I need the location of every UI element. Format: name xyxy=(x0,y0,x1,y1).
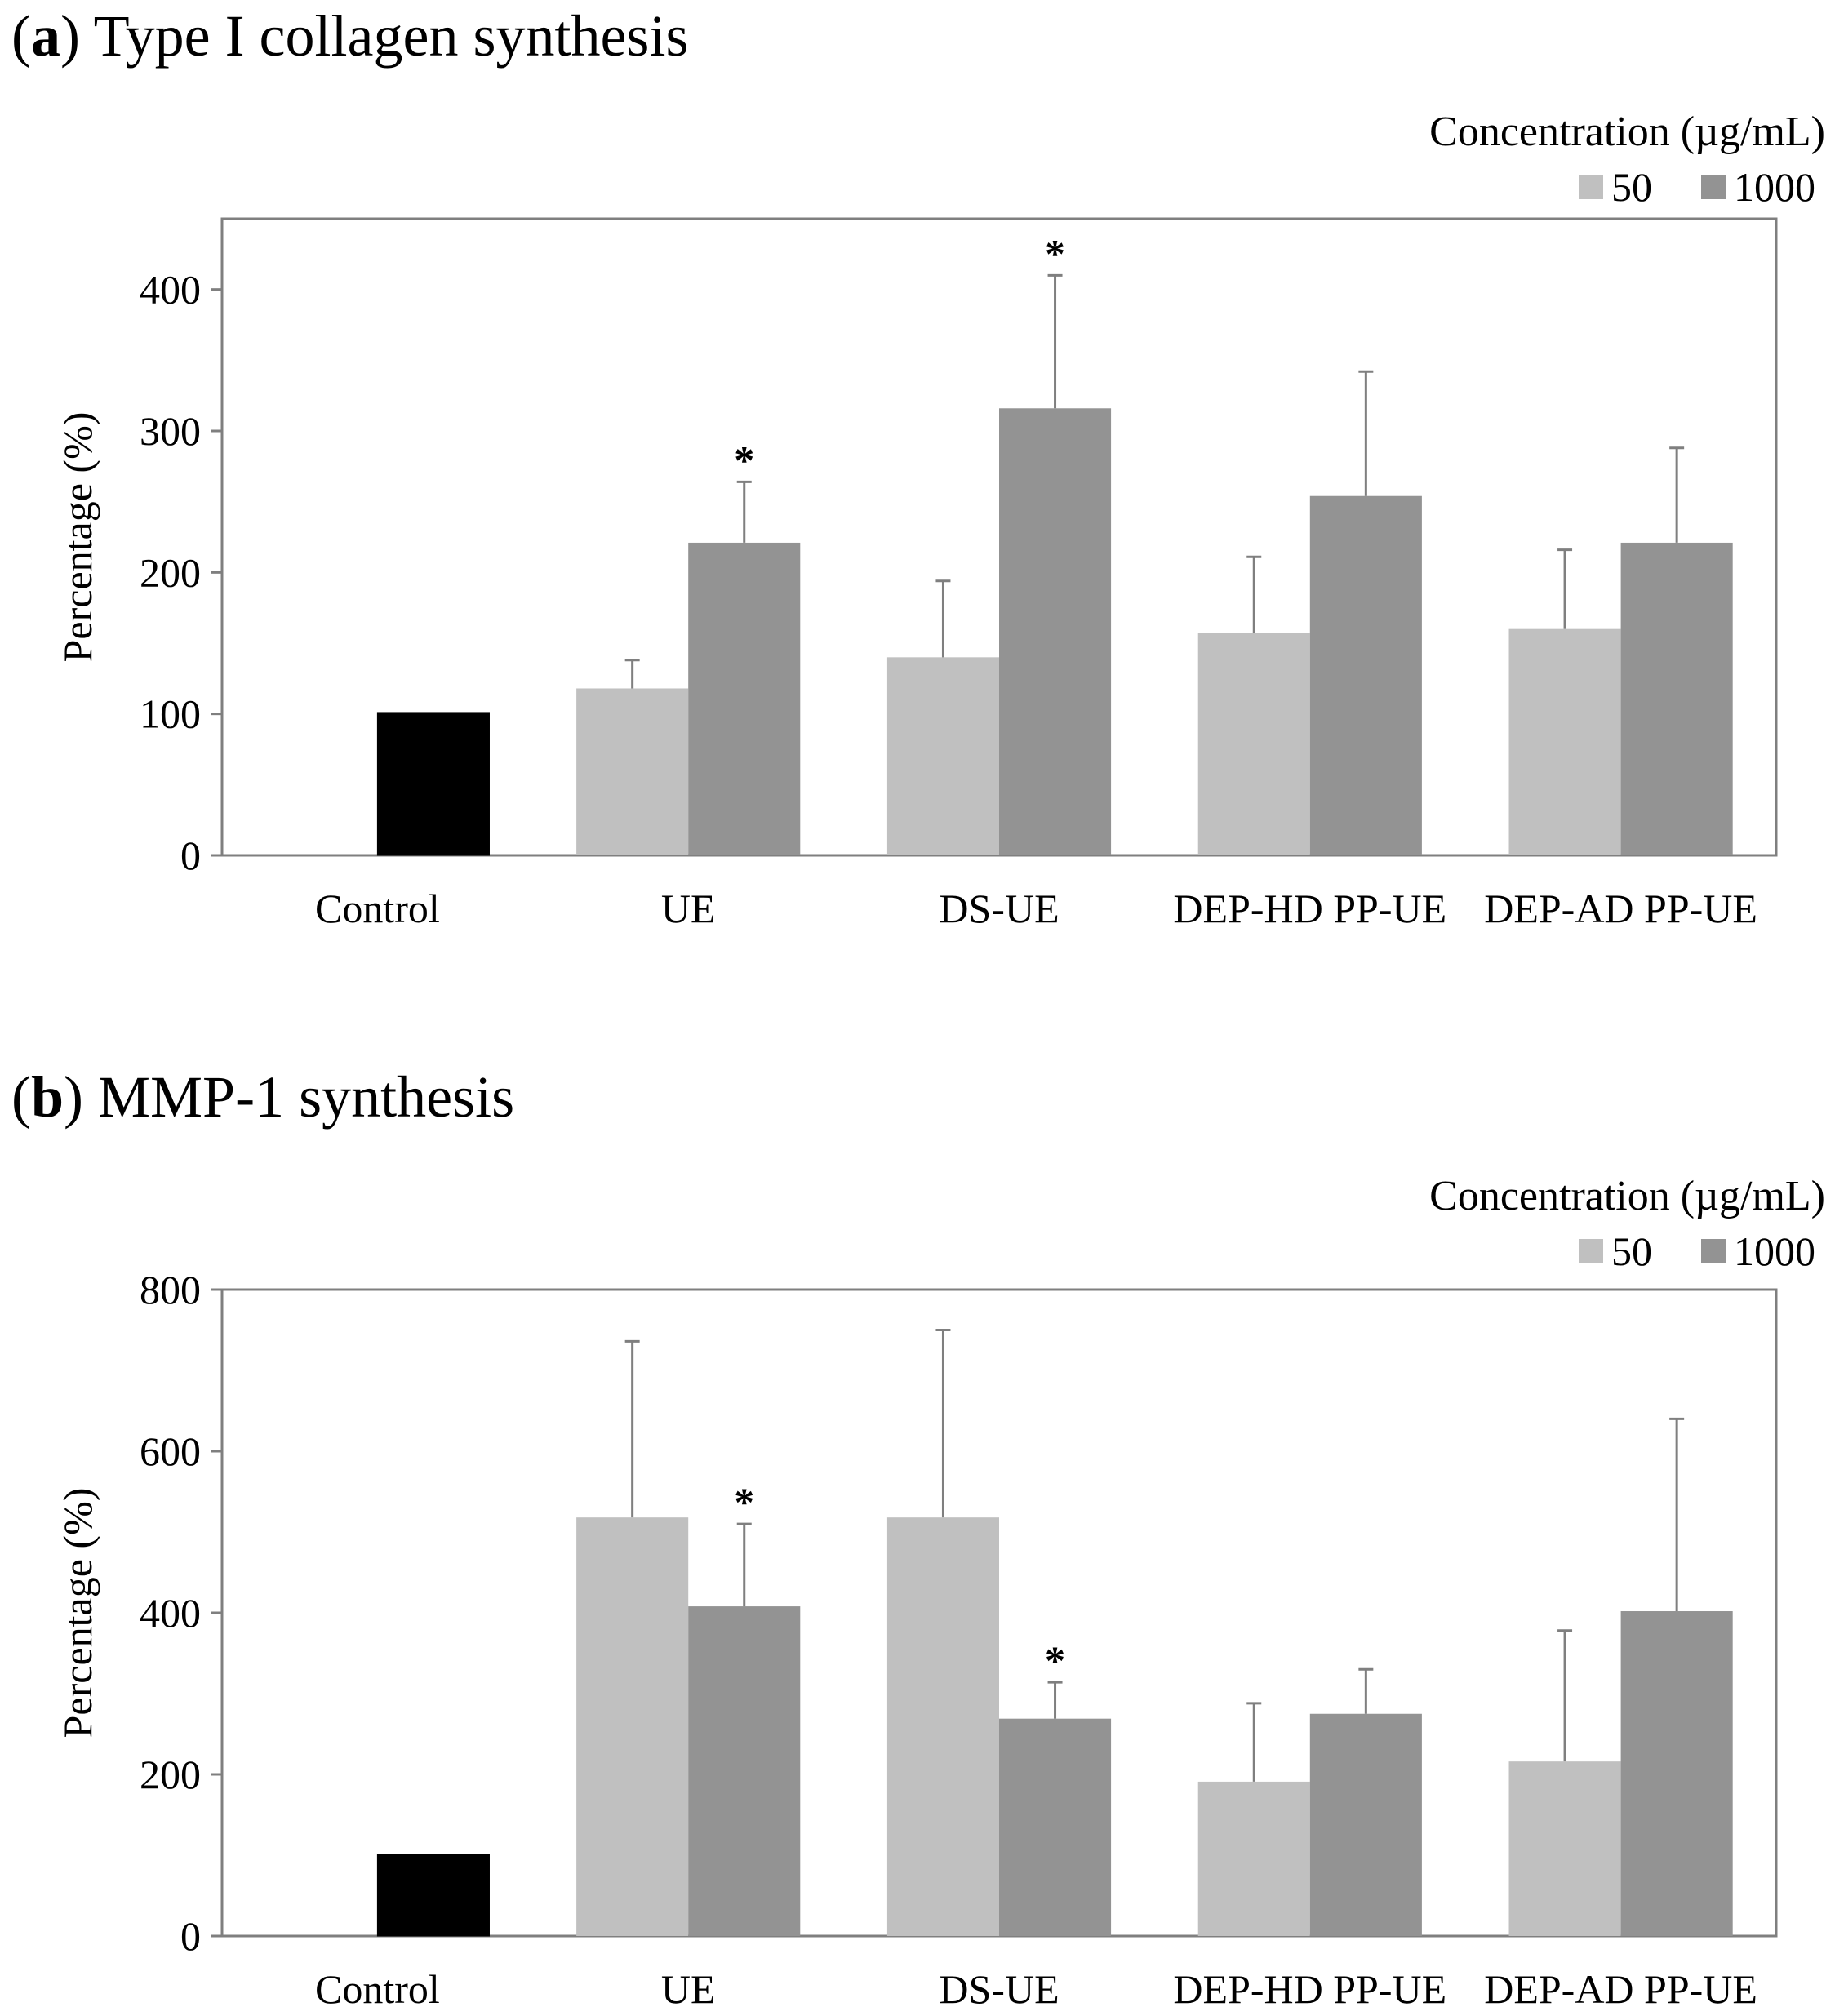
significance-marker: * xyxy=(1045,1637,1065,1683)
x-tick-label-ds-ue: DS-UE xyxy=(939,1966,1059,2012)
bar-dep-ad-pp-ue-1000 xyxy=(1620,542,1733,855)
panel-title-b: (b) MMP-1 synthesis xyxy=(11,1064,515,1130)
bar-ue-50 xyxy=(576,1517,689,1936)
legend-label-50: 50 xyxy=(1611,164,1652,210)
legend-swatch-50 xyxy=(1579,1239,1603,1263)
x-tick-label-control: Control xyxy=(315,1966,440,2012)
x-tick-label-control: Control xyxy=(315,886,440,931)
bar-chart-b: 0 200 400 600 800 Percentage (%) Control UE DS-U… xyxy=(55,1267,1778,2012)
x-tick-label-dep-hd-pp-ue: DEP-HD PP-UE xyxy=(1173,1966,1446,2012)
legend-item-50: 50 xyxy=(1579,1231,1652,1272)
y-tick-label: 800 xyxy=(140,1267,201,1312)
legend-item-1000: 1000 xyxy=(1701,1231,1815,1272)
bar-dep-ad-pp-ue-1000 xyxy=(1620,1611,1733,1936)
x-tick-label-dep-hd-pp-ue: DEP-HD PP-UE xyxy=(1173,886,1446,931)
bar-ds-ue-1000 xyxy=(999,1718,1112,1936)
legend-swatch-1000 xyxy=(1701,1239,1726,1263)
legend-item-50: 50 xyxy=(1579,167,1652,207)
significance-marker: * xyxy=(734,437,754,482)
legend-label-1000: 1000 xyxy=(1734,164,1815,210)
legend-title-b: Concentration (µg/mL) xyxy=(1429,1173,1825,1219)
bar-control xyxy=(376,712,490,856)
bar-chart-a: 0 100 200 300 400 Percentage (%) Control UE DS-U… xyxy=(55,217,1778,931)
legend-swatch-1000 xyxy=(1701,175,1726,199)
bar-ue-50 xyxy=(576,688,689,855)
x-tick-label-dep-ad-pp-ue: DEP-AD PP-UE xyxy=(1484,1966,1757,2012)
y-axis-label: Percentage (%) xyxy=(55,1488,100,1738)
legend-label-1000: 1000 xyxy=(1734,1228,1815,1274)
legend-a: 50 1000 xyxy=(1530,167,1815,207)
y-tick-label: 0 xyxy=(180,1913,201,1959)
x-tick-label-ue: UE xyxy=(661,1966,716,2012)
bar-dep-ad-pp-ue-50 xyxy=(1508,628,1621,855)
y-tick-label: 200 xyxy=(140,549,201,595)
bar-dep-hd-pp-ue-50 xyxy=(1197,1781,1310,1936)
y-axis-label: Percentage (%) xyxy=(55,412,100,663)
bar-dep-hd-pp-ue-50 xyxy=(1197,633,1310,855)
x-tick-label-ds-ue: DS-UE xyxy=(939,886,1059,931)
y-tick-label: 200 xyxy=(140,1752,201,1797)
x-tick-label-dep-ad-pp-ue: DEP-AD PP-UE xyxy=(1484,886,1757,931)
chart-panel-b: (b) MMP-1 synthesis Concentration (µg/mL… xyxy=(0,1061,1835,2016)
legend-b: 50 1000 xyxy=(1530,1231,1815,1272)
bar-dep-hd-pp-ue-1000 xyxy=(1309,1713,1422,1936)
bar-dep-ad-pp-ue-50 xyxy=(1508,1761,1621,1936)
bar-ds-ue-50 xyxy=(886,657,999,855)
chart-title-b: MMP-1 synthesis xyxy=(98,1064,515,1130)
panel-letter-b: b xyxy=(30,1064,64,1130)
chart-title-a: Type I collagen synthesis xyxy=(93,3,689,69)
bar-ue-1000 xyxy=(688,542,801,855)
bar-ue-1000 xyxy=(688,1606,801,1936)
y-tick-label: 400 xyxy=(140,1590,201,1636)
bar-ds-ue-1000 xyxy=(999,408,1112,855)
legend-title-a: Concentration (µg/mL) xyxy=(1429,109,1825,155)
bar-control xyxy=(376,1854,490,1937)
y-tick-label: 600 xyxy=(140,1428,201,1474)
y-tick-label: 100 xyxy=(140,691,201,737)
panel-title-a: (a) Type I collagen synthesis xyxy=(11,3,689,69)
bar-dep-hd-pp-ue-1000 xyxy=(1309,495,1422,855)
legend-swatch-50 xyxy=(1579,175,1603,199)
significance-marker: * xyxy=(1045,230,1065,276)
legend-label-50: 50 xyxy=(1611,1228,1652,1274)
y-tick-label: 300 xyxy=(140,408,201,454)
x-tick-label-ue: UE xyxy=(661,886,716,931)
y-tick-label: 0 xyxy=(180,833,201,878)
bar-ds-ue-50 xyxy=(886,1517,999,1936)
significance-marker: * xyxy=(734,1479,754,1525)
y-tick-label: 400 xyxy=(140,267,201,313)
panel-letter-a: a xyxy=(30,3,60,69)
chart-panel-a: (a) Type I collagen synthesis Concentrat… xyxy=(0,0,1835,1004)
legend-item-1000: 1000 xyxy=(1701,167,1815,207)
